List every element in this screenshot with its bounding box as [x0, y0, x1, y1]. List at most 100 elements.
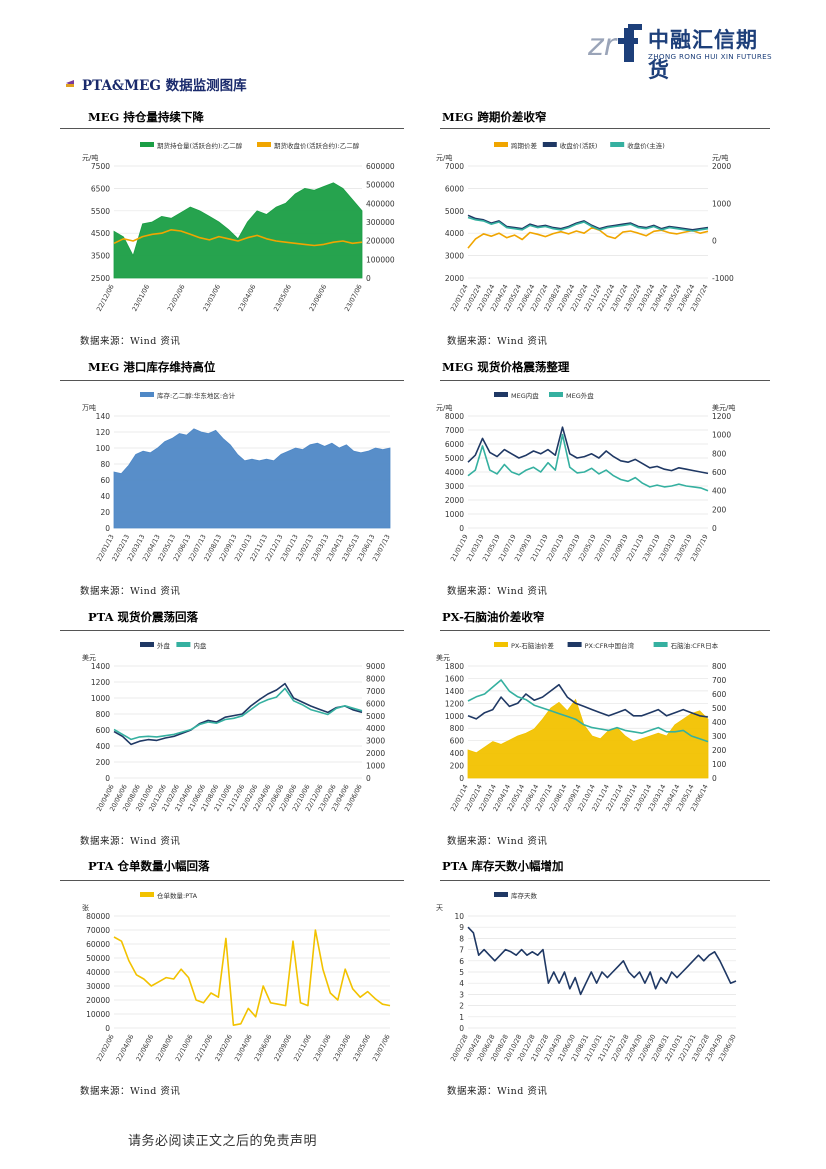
- y-tick-label: 0: [105, 774, 110, 783]
- y-tick-label: 1000: [445, 712, 464, 721]
- y-tick-label: 5000: [445, 207, 464, 216]
- y-tick-label-right: 2000: [712, 162, 731, 171]
- y-tick-label: 1400: [445, 687, 464, 696]
- disclaimer-footer: 请务必阅读正文之后的免责声明: [128, 1134, 318, 1149]
- y-tick-label-right: 0: [366, 774, 371, 783]
- y-tick-label: 600: [450, 737, 465, 746]
- y-tick-label: 6000: [445, 440, 464, 449]
- series-area: [467, 698, 709, 779]
- legend-swatch: [176, 642, 191, 647]
- data-source-note: 数据来源：Wind 资讯: [447, 836, 548, 847]
- x-tick-label: 23/06/06: [253, 1033, 274, 1063]
- caption-divider: [440, 380, 770, 381]
- y-tick-label-right: 1000: [712, 431, 731, 440]
- y-tick-label: 800: [96, 710, 111, 719]
- chart-meg-spread: 跨期价差 收盘价(活跃) 收盘价(主连)元/吨 元/吨7000600050004000…: [436, 141, 734, 313]
- x-tick-label: 23/04/06: [237, 283, 258, 313]
- y-tick-label-right: 400: [712, 718, 727, 727]
- y-tick-label: 1200: [445, 699, 464, 708]
- y-tick-label: 400: [96, 742, 111, 751]
- y-tick-label: 40000: [86, 968, 110, 977]
- legend-label: PX:CFR中国台湾: [585, 641, 635, 650]
- legend-label: 收盘价(活跃): [560, 141, 598, 150]
- x-tick-label: 22/12/06: [95, 283, 116, 313]
- series-line: [467, 226, 709, 249]
- data-source-note: 数据来源：Wind 资讯: [447, 586, 548, 597]
- caption-divider: [60, 128, 404, 129]
- x-tick-label: 22/04/06: [115, 1033, 136, 1063]
- axis-unit-left: 万吨: [82, 403, 96, 412]
- series-line: [467, 433, 709, 492]
- legend-swatch: [494, 142, 508, 147]
- y-tick-label-right: 1000: [712, 199, 731, 208]
- legend-swatch: [653, 642, 668, 647]
- y-tick-label: 10: [454, 912, 464, 921]
- x-tick-label: 22/12/06: [194, 1033, 215, 1063]
- data-source-note: 数据来源：Wind 资讯: [80, 1086, 181, 1097]
- y-tick-label: 200: [450, 762, 465, 771]
- y-tick-label: 5000: [445, 454, 464, 463]
- y-tick-label: 1: [459, 1013, 464, 1022]
- y-tick-label: 6500: [91, 184, 110, 193]
- y-tick-label: 80: [100, 460, 110, 469]
- series-line: [113, 687, 363, 741]
- panel-caption-5: PTA 现货价震荡回落: [88, 610, 199, 624]
- panel-caption-7: PTA 仓单数量小幅回落: [88, 859, 210, 873]
- series-line: [467, 426, 709, 475]
- y-tick-label: 3500: [91, 252, 110, 261]
- y-tick-label: 4: [459, 979, 464, 988]
- y-tick-label: 600: [96, 726, 111, 735]
- legend-swatch: [494, 642, 508, 647]
- y-tick-label-right: 400000: [366, 199, 395, 208]
- y-tick-label-right: 300: [712, 732, 727, 741]
- legend-label: 期货持仓量(活跃合约):乙二醇: [157, 141, 243, 150]
- y-tick-label-right: 500000: [366, 181, 395, 190]
- panel-caption-6: PX-石脑油价差收窄: [442, 610, 545, 624]
- axis-unit-left: 天: [436, 904, 443, 912]
- legend-label: 外盘: [157, 641, 171, 650]
- y-tick-label: 60000: [86, 940, 110, 949]
- y-tick-label: 4500: [91, 229, 110, 238]
- legend-swatch: [494, 892, 508, 897]
- y-tick-label-right: 5000: [366, 712, 385, 721]
- legend-label: MEG内盘: [511, 391, 539, 400]
- y-tick-label: 6: [459, 957, 464, 966]
- y-tick-label: 40: [100, 492, 110, 501]
- y-tick-label: 100: [96, 444, 111, 453]
- data-source-note: 数据来源：Wind 资讯: [80, 836, 181, 847]
- y-tick-label: 3000: [445, 252, 464, 261]
- x-tick-label: 23/03/06: [201, 283, 222, 313]
- caption-divider: [60, 880, 404, 881]
- y-tick-label: 1200: [91, 678, 110, 687]
- x-tick-label: 22/08/06: [154, 1033, 175, 1063]
- section-bullet-icon: [66, 80, 74, 87]
- y-tick-label: 1000: [445, 510, 464, 519]
- y-tick-label-right: 300000: [366, 218, 395, 227]
- panel-caption-4: MEG 现货价格震荡整理: [442, 360, 570, 374]
- x-tick-label: 22/09/06: [272, 1033, 293, 1063]
- y-tick-label-right: 800: [712, 662, 727, 671]
- y-tick-label: 4000: [445, 229, 464, 238]
- y-tick-label: 7000: [445, 162, 464, 171]
- series-area: [113, 428, 391, 529]
- x-tick-label: 23/05/06: [351, 1033, 372, 1063]
- y-tick-label: 30000: [86, 982, 110, 991]
- y-tick-label: 20: [100, 508, 110, 517]
- series-line: [113, 229, 363, 247]
- y-tick-label: 3: [459, 990, 464, 999]
- y-tick-label: 2000: [445, 496, 464, 505]
- y-tick-label-right: 500: [712, 704, 727, 713]
- y-tick-label: 2000: [445, 274, 464, 283]
- legend-label: 跨期价差: [511, 141, 538, 150]
- y-tick-label-right: 200000: [366, 237, 395, 246]
- y-tick-label: 50000: [86, 954, 110, 963]
- y-tick-label: 10000: [86, 1010, 110, 1019]
- legend-swatch: [257, 142, 271, 147]
- legend-label: 仓单数量:PTA: [157, 891, 198, 900]
- y-tick-label-right: 200: [712, 746, 727, 755]
- panel-caption-3: MEG 港口库存维持高位: [88, 360, 216, 374]
- axis-unit-left: 美元: [436, 653, 450, 662]
- legend-label: 收盘价(主连): [627, 141, 665, 150]
- series-line: [113, 682, 363, 746]
